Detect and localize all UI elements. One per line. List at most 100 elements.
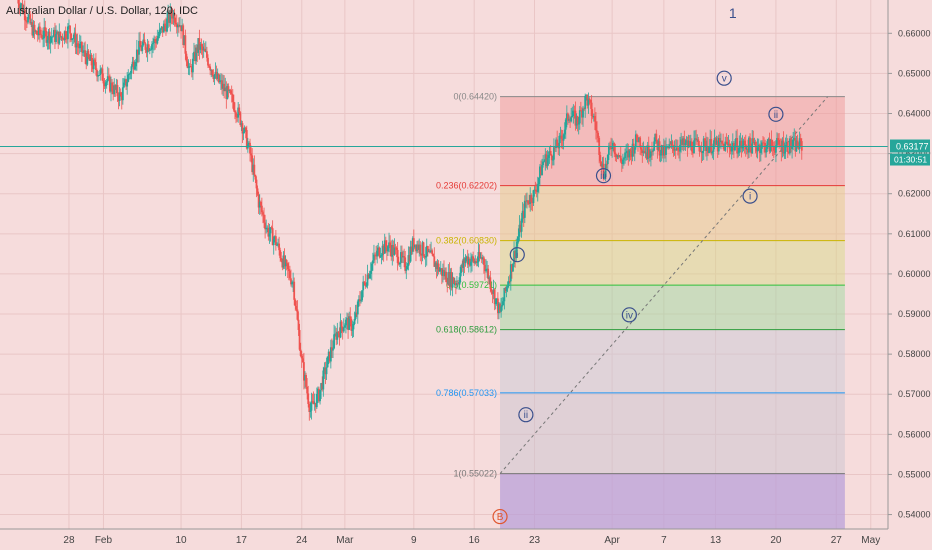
- candle-body: [268, 233, 271, 237]
- candle-body: [494, 298, 497, 305]
- candle-body: [799, 138, 802, 142]
- candle-body: [424, 256, 427, 258]
- candle-body: [180, 25, 182, 32]
- candle-body: [432, 254, 435, 257]
- candle-body: [306, 386, 309, 394]
- candle-body: [581, 110, 583, 118]
- candle-body: [783, 151, 786, 154]
- candle-body: [768, 138, 771, 152]
- candle-body: [708, 147, 711, 153]
- candle-body: [753, 142, 756, 143]
- candle-body: [367, 274, 370, 279]
- candle-body: [222, 83, 224, 89]
- candle-body: [415, 244, 417, 252]
- candle-body: [755, 147, 758, 152]
- candle-body: [225, 87, 228, 99]
- candle-body: [629, 149, 632, 152]
- candle-body: [42, 38, 45, 40]
- fib-zone: [500, 285, 845, 330]
- candle-body: [259, 201, 262, 206]
- candle-body: [317, 388, 319, 394]
- candle-body: [339, 321, 342, 338]
- candle-body: [701, 151, 704, 153]
- candle-body: [643, 151, 646, 154]
- fib-level-label: 1(0.55022): [453, 469, 497, 479]
- candle-body: [297, 319, 300, 331]
- candle-body: [231, 94, 234, 102]
- candle-body: [242, 131, 245, 134]
- candle-body: [785, 141, 788, 145]
- candle-body: [759, 148, 762, 153]
- candle-body: [282, 255, 285, 268]
- x-tick-label: May: [861, 535, 880, 546]
- candle-body: [253, 164, 256, 175]
- candle-body: [476, 262, 479, 263]
- candle-body: [630, 151, 633, 157]
- wave-label-text: i: [749, 192, 751, 203]
- candle-body: [260, 205, 263, 213]
- candle-body: [166, 18, 168, 32]
- candle-body: [642, 151, 645, 153]
- candle-body: [65, 38, 68, 40]
- candle-body: [540, 166, 542, 176]
- candle-body: [375, 255, 378, 257]
- candle-body: [479, 257, 482, 259]
- candle-body: [529, 195, 532, 204]
- candle-body: [277, 243, 279, 246]
- candle-body: [243, 127, 246, 132]
- candle-body: [54, 29, 56, 43]
- candle-body: [492, 289, 495, 294]
- candle-body: [638, 137, 640, 143]
- candle-body: [44, 27, 47, 31]
- candle-body: [249, 142, 251, 154]
- candle-body: [563, 129, 566, 135]
- candle-body: [97, 75, 99, 77]
- candle-body: [336, 331, 339, 340]
- candle-body: [394, 247, 397, 249]
- candle-body: [120, 95, 123, 101]
- candle-body: [379, 256, 382, 258]
- candle-body: [466, 256, 469, 265]
- candle-body: [475, 261, 478, 263]
- candles: [17, 0, 803, 421]
- candle-body: [471, 256, 473, 262]
- x-tick-label: 9: [411, 535, 417, 546]
- candle-body: [383, 240, 386, 254]
- candle-body: [765, 148, 768, 153]
- candle-body: [678, 150, 680, 152]
- candle-body: [252, 164, 255, 173]
- candle-body: [236, 116, 238, 118]
- candle-body: [702, 138, 705, 152]
- chart-title: Australian Dollar / U.S. Dollar, 120, ID…: [6, 5, 198, 17]
- candle-body: [442, 269, 444, 276]
- candle-body: [287, 269, 290, 272]
- candle-body: [18, 3, 21, 9]
- candle-body: [752, 138, 755, 143]
- candle-body: [419, 244, 422, 255]
- price-tick-label: 0.55000: [898, 469, 931, 479]
- candle-body: [307, 393, 310, 405]
- candle-body: [740, 140, 743, 149]
- candle-body: [214, 71, 217, 75]
- candle-body: [671, 141, 674, 146]
- candle-body: [520, 218, 523, 232]
- wave-label-circle: [768, 106, 784, 122]
- candle-body: [22, 9, 25, 13]
- candle-body: [539, 166, 541, 179]
- candle-body: [172, 13, 175, 19]
- candle-body: [254, 174, 257, 180]
- candle-body: [526, 200, 528, 202]
- candle-body: [407, 255, 410, 267]
- candle-body: [578, 110, 581, 124]
- candle-body: [105, 81, 108, 83]
- candle-body: [56, 31, 59, 35]
- candle-body: [756, 147, 759, 152]
- candle-body: [331, 347, 333, 351]
- candle-body: [676, 147, 679, 151]
- fib-level-label: 0.382(0.60830): [436, 236, 497, 246]
- candle-body: [438, 270, 441, 272]
- candle-body: [179, 25, 181, 27]
- candle-body: [378, 247, 381, 257]
